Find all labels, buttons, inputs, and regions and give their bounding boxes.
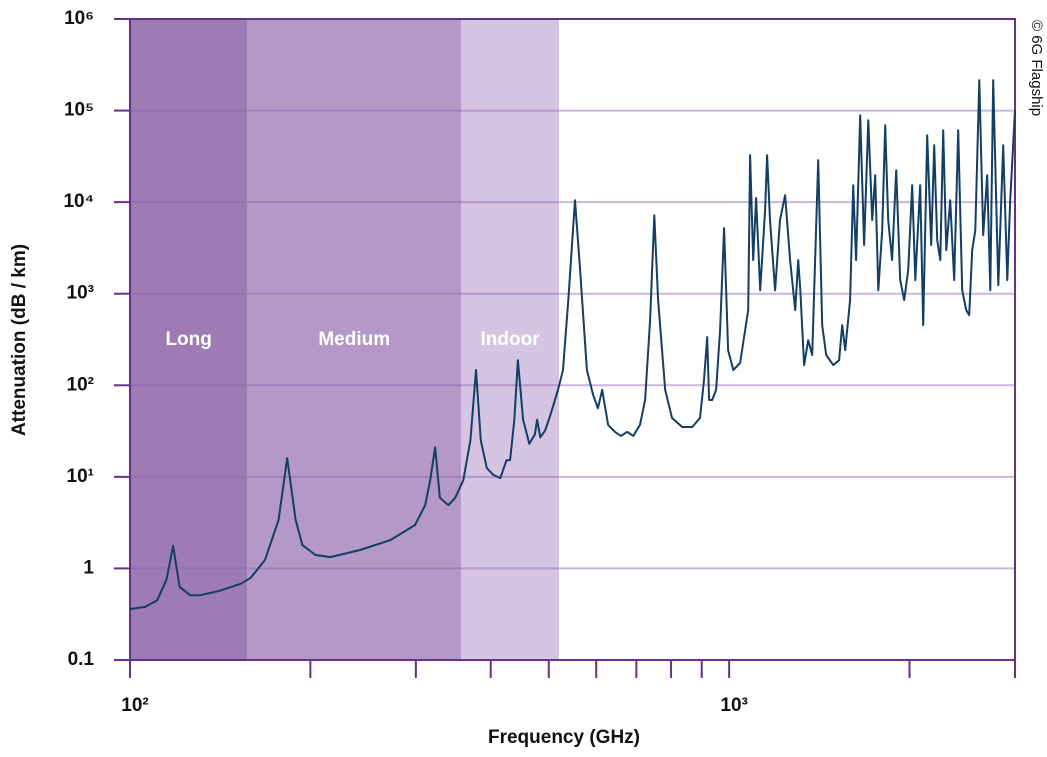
y-tick-label: 10⁴ xyxy=(63,191,94,212)
y-tick-label: 10⁵ xyxy=(64,100,94,121)
credit: © 6G Flagship xyxy=(1028,20,1045,116)
y-tick-label: 10¹ xyxy=(67,466,94,487)
region-label: Long xyxy=(165,329,211,350)
y-tick-label: 1 xyxy=(83,557,94,578)
y-axis-label: Attenuation (dB / km) xyxy=(9,244,30,436)
region xyxy=(247,19,462,660)
region xyxy=(461,19,559,660)
region-label: Medium xyxy=(318,329,390,350)
y-tick-label: 10⁶ xyxy=(64,8,94,29)
data-line xyxy=(129,79,1016,611)
plot-frame xyxy=(129,18,1016,661)
y-tick-label: 10³ xyxy=(67,283,94,304)
region xyxy=(130,19,248,660)
region-label: Indoor xyxy=(481,329,541,350)
x-axis-label: Frequency (GHz) xyxy=(488,727,640,748)
y-tick-label: 10² xyxy=(67,374,94,395)
x-tick-label: 10² xyxy=(121,695,148,716)
x-tick-label: 10³ xyxy=(720,695,747,716)
y-tick-label: 0.1 xyxy=(68,649,95,670)
